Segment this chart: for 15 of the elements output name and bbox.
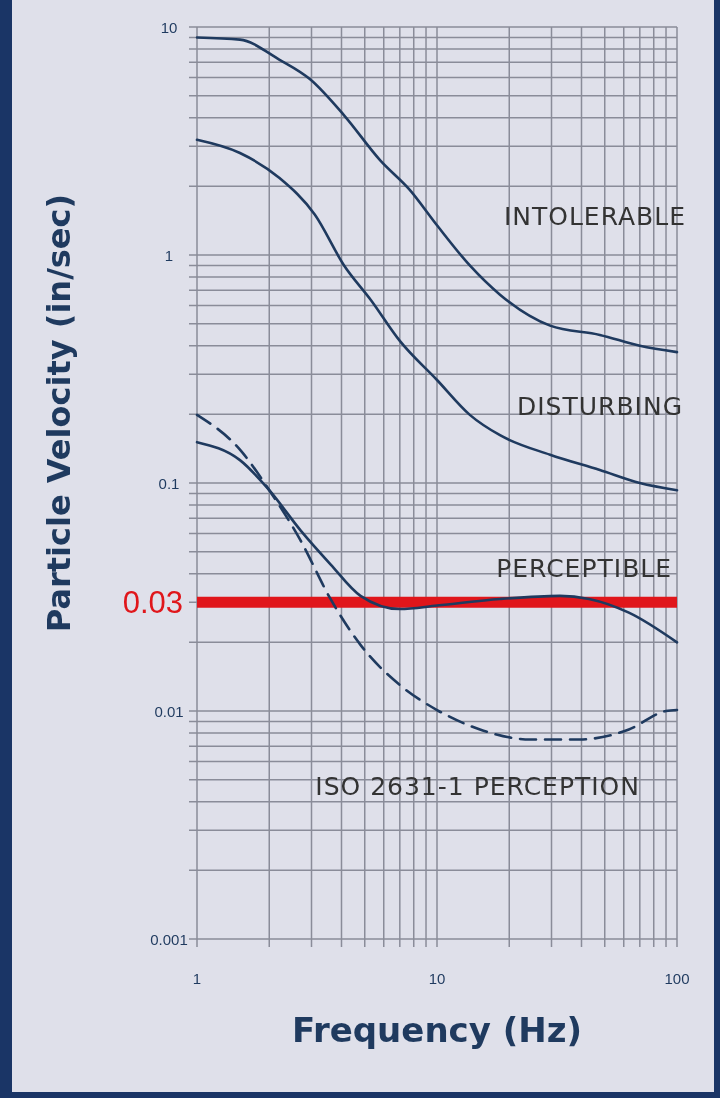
x-axis-title: Frequency (Hz) <box>291 1010 583 1050</box>
x-tick-label: 1 <box>192 970 202 987</box>
y-tick-label: 10 <box>160 18 178 36</box>
x-tick-label: 100 <box>664 970 690 987</box>
ref-line-label: 0.03 <box>122 584 183 620</box>
x-tick-label: 10 <box>428 970 446 987</box>
y-axis-title: Particle Velocity (in/sec) <box>40 193 78 633</box>
series-label: DISTURBING <box>516 392 683 421</box>
y-tick-label: 0.1 <box>158 474 180 492</box>
series-label: ISO 2631-1 PERCEPTION <box>315 772 640 801</box>
series-label: INTOLERABLE <box>503 202 686 231</box>
y-tick-label: 0.001 <box>150 930 188 948</box>
y-tick-label: 0.01 <box>154 702 184 720</box>
series-label: PERCEPTIBLE <box>496 554 672 583</box>
y-tick-label: 1 <box>164 246 174 264</box>
